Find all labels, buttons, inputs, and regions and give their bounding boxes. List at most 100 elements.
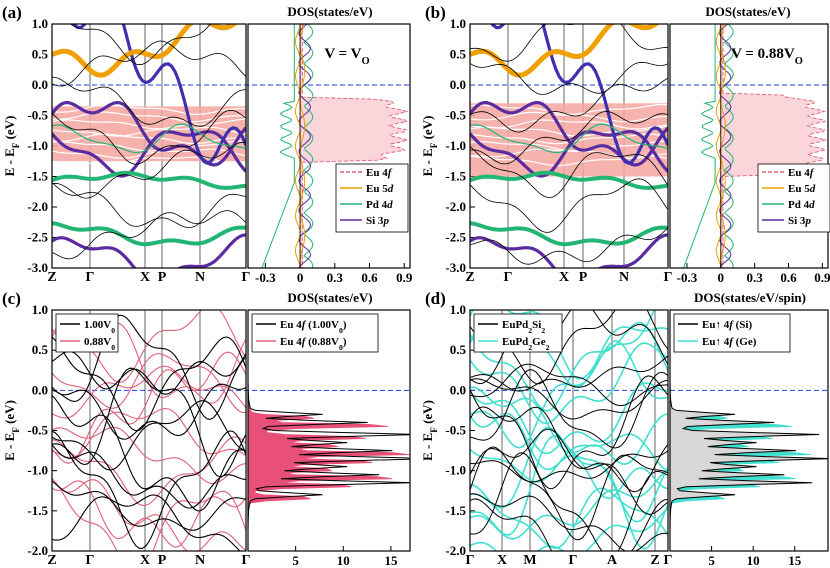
dos-frame	[247, 23, 411, 269]
kpoint-label: X	[140, 553, 150, 568]
dos-x-tick-label: 10	[747, 553, 760, 568]
kpoint-label: A	[607, 553, 618, 568]
y-tick-label: -2.0	[27, 543, 48, 558]
kpoint-label: Z	[47, 553, 56, 568]
y-tick-label: 1.0	[32, 302, 48, 317]
band-frame	[469, 309, 669, 552]
band-eupd2ge2	[470, 433, 668, 483]
kpoint-label: Γ	[664, 270, 673, 285]
legend-entry: 0.88V0	[84, 336, 115, 352]
band-eupd2si2	[470, 493, 668, 551]
dos-eu-5d	[720, 24, 726, 268]
band-0.88v0	[52, 478, 246, 551]
volume-annotation: V = 0.88VO	[731, 46, 803, 67]
dos-x-tick-label: 0.6	[361, 270, 378, 285]
band-eupd2ge2	[470, 340, 668, 449]
dos-eu-5d	[299, 24, 306, 268]
y-tick-label: -3.0	[445, 260, 466, 275]
legend-entry: EuPd2Si2	[502, 319, 545, 335]
band-gap-line	[52, 118, 246, 130]
dos-frame	[669, 23, 829, 269]
band-eupd2ge2	[470, 382, 668, 455]
y-tick-label: -1.0	[445, 138, 466, 153]
band-line	[52, 210, 246, 260]
kpoint-label: Z	[465, 270, 474, 285]
dos-eu-5d-down	[294, 24, 301, 268]
legend-entry: 1.00V0	[84, 319, 115, 335]
legend-entry: Si 3p	[788, 215, 811, 227]
y-tick-label: 0.0	[32, 77, 48, 92]
legend-entry: Eu 4f	[366, 167, 393, 179]
band-line	[470, 77, 668, 133]
y-tick-label: -3.0	[27, 260, 48, 275]
y-tick-label: -0.5	[445, 423, 466, 438]
y-tick-label: -0.5	[445, 108, 466, 123]
y-tick-label: -2.0	[445, 199, 466, 214]
panel-label-b: (b)	[425, 3, 446, 22]
band-1.00v0	[52, 350, 246, 395]
band-si-3p	[52, 100, 246, 167]
band-eupd2si2	[470, 452, 668, 551]
y-tick-label: -1.0	[445, 463, 466, 478]
band-frame	[51, 309, 247, 552]
band-structure	[52, 310, 246, 551]
kpoint-label: N	[195, 553, 205, 568]
band-gap-line	[470, 104, 668, 115]
band-frame	[469, 23, 669, 269]
y-tick-label: -1.0	[27, 138, 48, 153]
band-0.88v0	[52, 480, 246, 548]
y-tick-label: 0.5	[32, 342, 49, 357]
y-tick-label: -1.5	[27, 169, 48, 184]
band-eupd2ge2	[470, 426, 668, 523]
band-line	[470, 146, 668, 198]
kpoint-label: X	[497, 553, 507, 568]
panel-b: (b) DOS(states/eV) E - EF (eV) 1.0 0.5 0.0 -…	[420, 3, 830, 285]
dos-legend-box	[251, 313, 379, 353]
dos-x-tick-label: 5	[708, 553, 715, 568]
band-line	[52, 76, 246, 127]
kpoint-label: M	[523, 553, 536, 568]
kpoint-label: P	[579, 270, 588, 285]
band-eu-5d	[52, 24, 238, 78]
band-legend-box	[55, 313, 119, 353]
dos-x-tick-label: 0.3	[747, 270, 764, 285]
band-si-3p	[470, 130, 668, 178]
dos-x-tick-label: 0	[297, 270, 304, 285]
dos-x-tick-label: -0.3	[677, 270, 698, 285]
band-0.88v0	[52, 353, 246, 414]
panel-label-d: (d)	[425, 289, 446, 308]
dos-x-tick-label: 0	[718, 270, 725, 285]
band-eupd2si2	[470, 428, 668, 515]
kpoint-label: N	[195, 270, 205, 285]
kpoint-label: P	[158, 553, 167, 568]
band-eupd2si2	[470, 310, 668, 385]
dos-pd-4d	[261, 24, 295, 268]
y-tick-label: 1.0	[450, 16, 466, 31]
kpoint-label: Γ	[86, 270, 95, 285]
dos-x-tick-label: 0.3	[327, 270, 344, 285]
y-tick-label: 0.5	[450, 342, 467, 357]
band-eupd2ge2	[470, 507, 668, 551]
dos-frame	[669, 309, 829, 552]
band-gap-line	[52, 140, 246, 152]
band-line	[52, 141, 246, 199]
panel-a: (a) DOS(states/eV) E - EF (eV) 1.0 0.5 0.0 -…	[2, 3, 413, 285]
band-line	[470, 178, 668, 233]
band-eupd2si2	[470, 355, 668, 392]
band-line	[52, 40, 246, 87]
band-eupd2ge2	[470, 468, 668, 540]
dos-x-tick-label: -0.3	[255, 270, 276, 285]
y-tick-label: -2.5	[27, 230, 48, 245]
band-pd-4d	[52, 170, 246, 190]
band-eupd2si2	[470, 498, 668, 551]
kpoint-label: P	[158, 270, 167, 285]
dos-title-b: DOS(states/eV)	[705, 4, 790, 19]
y-tick-label: -2.0	[445, 543, 466, 558]
panel-c: (c) DOS(states/eV) E - EF (eV) 1.0 0.5 0.0 -…	[2, 289, 411, 568]
kpoint-label: Γ	[569, 553, 578, 568]
dos-4f-black	[248, 310, 410, 551]
band-frame	[51, 23, 247, 269]
y-tick-label: -1.5	[445, 169, 466, 184]
kpoint-label: Γ	[242, 553, 251, 568]
y-tick-label: -2.5	[445, 230, 466, 245]
